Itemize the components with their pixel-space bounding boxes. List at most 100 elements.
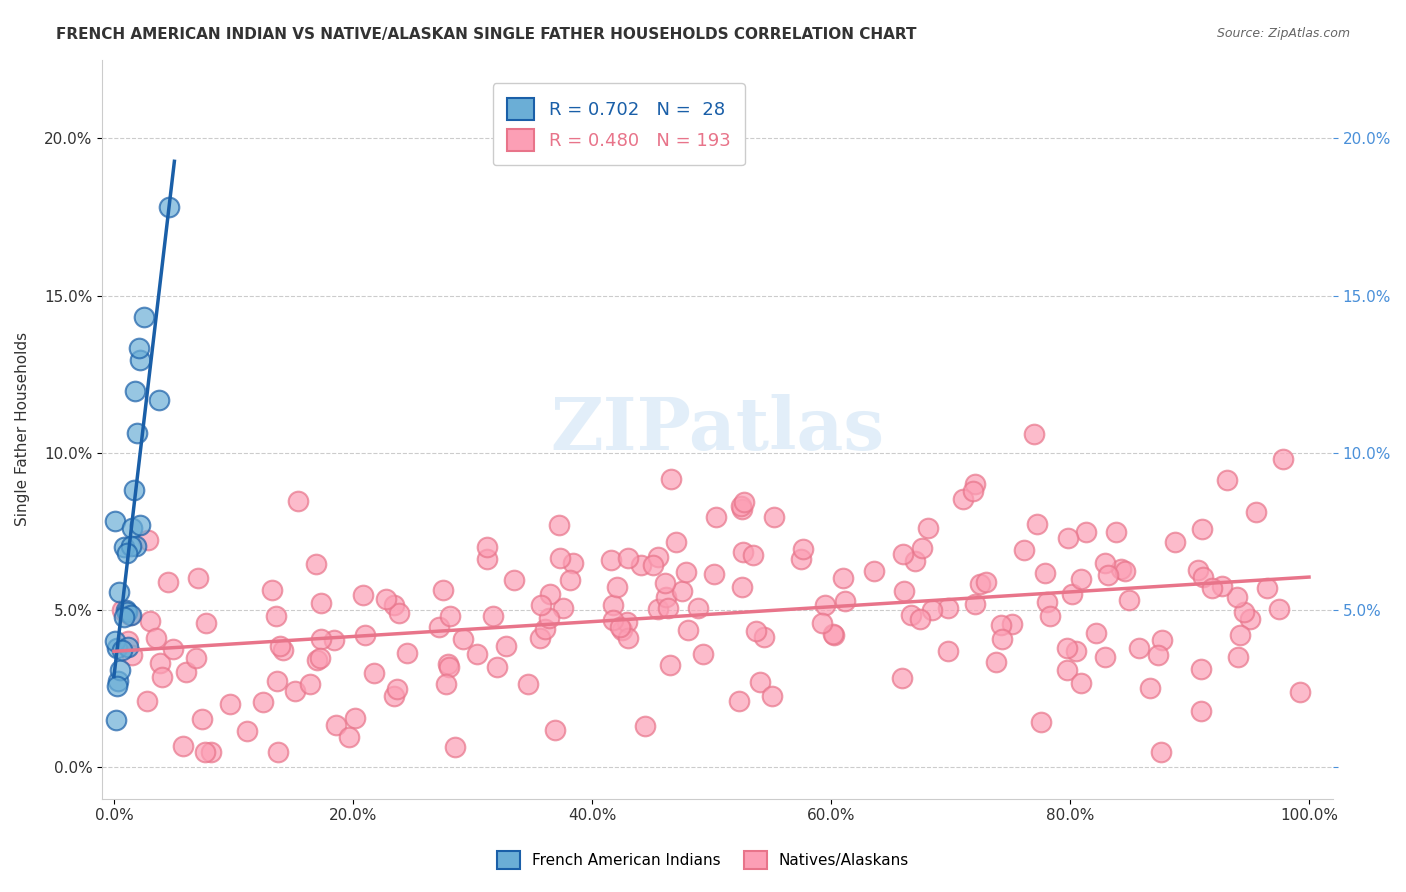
Point	[641, 558, 664, 573]
Point	[184, 650, 207, 665]
Point	[503, 573, 526, 587]
Point	[145, 631, 167, 645]
Point	[1289, 685, 1312, 699]
Point	[634, 719, 657, 733]
Point	[305, 558, 328, 572]
Point	[1189, 662, 1212, 676]
Point	[157, 574, 180, 589]
Point	[271, 642, 294, 657]
Point	[1139, 681, 1161, 696]
Point	[105, 679, 128, 693]
Point	[1233, 605, 1256, 619]
Point	[465, 648, 488, 662]
Point	[1256, 582, 1278, 596]
Point	[1150, 745, 1173, 759]
Point	[121, 521, 143, 535]
Point	[148, 393, 170, 408]
Point	[533, 623, 555, 637]
Point	[236, 723, 259, 738]
Point	[325, 718, 347, 732]
Point	[284, 684, 307, 698]
Point	[150, 670, 173, 684]
Text: ZIPatlas: ZIPatlas	[550, 393, 884, 465]
Point	[1229, 628, 1251, 642]
Point	[991, 632, 1014, 646]
Point	[1189, 704, 1212, 718]
Point	[692, 647, 714, 661]
Point	[561, 557, 583, 571]
Point	[128, 517, 150, 532]
Point	[437, 657, 460, 672]
Point	[936, 644, 959, 658]
Point	[1226, 590, 1249, 604]
Point	[115, 546, 138, 560]
Point	[104, 514, 127, 528]
Point	[517, 677, 540, 691]
Point	[823, 628, 845, 642]
Point	[745, 624, 768, 639]
Point	[538, 587, 561, 601]
Point	[1201, 581, 1223, 595]
Point	[136, 694, 159, 708]
Point	[974, 575, 997, 590]
Point	[1033, 566, 1056, 581]
Point	[1036, 595, 1059, 609]
Point	[434, 677, 457, 691]
Point	[252, 695, 274, 709]
Point	[1146, 648, 1168, 663]
Point	[495, 639, 517, 653]
Point	[610, 623, 633, 637]
Point	[962, 484, 984, 499]
Point	[600, 552, 623, 566]
Point	[647, 549, 669, 564]
Point	[128, 341, 150, 355]
Point	[630, 558, 652, 573]
Point	[115, 605, 138, 619]
Point	[218, 697, 240, 711]
Point	[105, 641, 128, 656]
Point	[1187, 563, 1209, 577]
Point	[742, 549, 765, 563]
Point	[811, 616, 834, 631]
Point	[269, 639, 291, 653]
Point	[138, 614, 160, 628]
Point	[761, 690, 783, 704]
Point	[731, 581, 754, 595]
Point	[1022, 427, 1045, 442]
Point	[733, 495, 755, 509]
Point	[1060, 587, 1083, 601]
Point	[1094, 556, 1116, 570]
Text: Source: ZipAtlas.com: Source: ZipAtlas.com	[1216, 27, 1350, 40]
Point	[121, 648, 143, 663]
Point	[1085, 626, 1108, 640]
Point	[124, 384, 146, 398]
Point	[110, 603, 132, 617]
Point	[122, 483, 145, 497]
Text: FRENCH AMERICAN INDIAN VS NATIVE/ALASKAN SINGLE FATHER HOUSEHOLDS CORRELATION CH: FRENCH AMERICAN INDIAN VS NATIVE/ALASKAN…	[56, 27, 917, 42]
Point	[172, 739, 194, 754]
Point	[1244, 505, 1267, 519]
Point	[530, 598, 553, 612]
Point	[733, 544, 755, 558]
Point	[266, 674, 288, 689]
Point	[792, 541, 814, 556]
Point	[659, 472, 682, 486]
Point	[353, 588, 375, 602]
Point	[834, 594, 856, 608]
Legend: R = 0.702   N =  28, R = 0.480   N = 193: R = 0.702 N = 28, R = 0.480 N = 193	[494, 84, 745, 165]
Point	[385, 681, 408, 696]
Point	[655, 591, 678, 605]
Point	[104, 633, 127, 648]
Point	[558, 573, 581, 587]
Point	[752, 630, 775, 644]
Point	[1191, 570, 1213, 584]
Point	[813, 598, 835, 612]
Point	[267, 745, 290, 759]
Point	[354, 628, 377, 642]
Point	[606, 580, 628, 594]
Point	[129, 352, 152, 367]
Point	[482, 608, 505, 623]
Point	[529, 631, 551, 645]
Point	[125, 426, 148, 441]
Point	[104, 713, 127, 727]
